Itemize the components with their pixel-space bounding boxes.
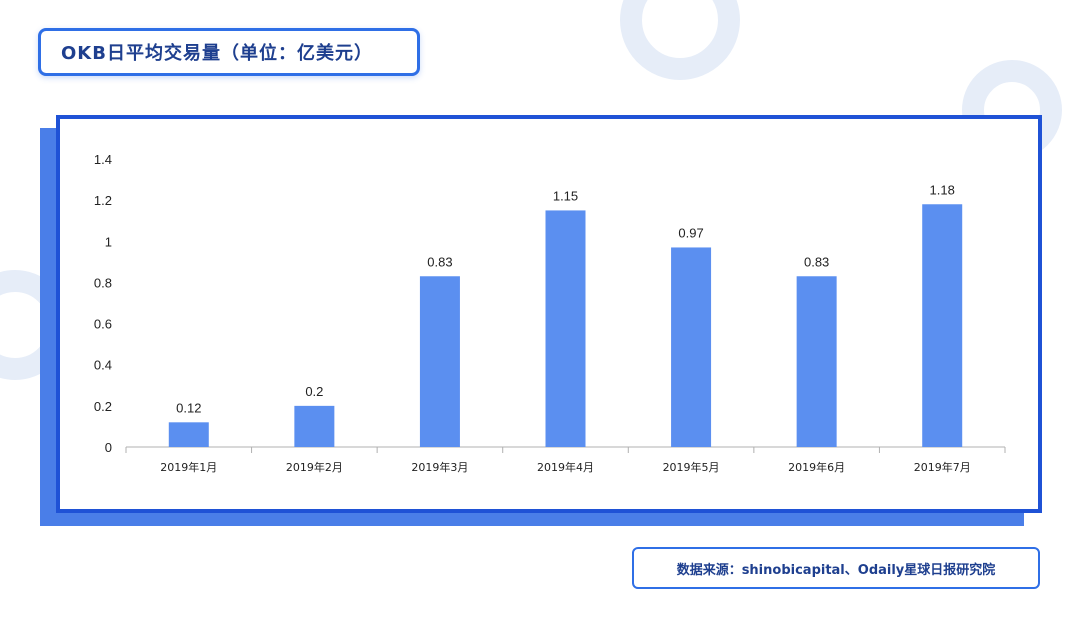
y-tick-label: 1.4 xyxy=(94,152,112,167)
x-tick-label: 2019年4月 xyxy=(537,460,594,474)
y-tick-label: 0.2 xyxy=(94,399,112,414)
bar xyxy=(796,276,837,447)
source-box: 数据来源：shinobicapital、Odaily星球日报研究院 xyxy=(632,547,1040,589)
data-label: 0.97 xyxy=(678,225,703,240)
x-tick-label: 2019年3月 xyxy=(411,460,468,474)
bar xyxy=(419,276,460,447)
x-tick-label: 2019年2月 xyxy=(286,460,343,474)
y-tick-label: 0.4 xyxy=(94,358,112,373)
bar xyxy=(168,422,209,447)
chart-title: OKB日平均交易量（单位：亿美元） xyxy=(61,43,373,64)
data-label: 0.2 xyxy=(305,384,323,399)
bar xyxy=(545,210,586,447)
x-tick-label: 2019年7月 xyxy=(914,460,971,474)
y-tick-label: 1.2 xyxy=(94,193,112,208)
data-label: 0.12 xyxy=(176,400,201,415)
chart-panel: 0 0.2 0.4 0.6 0.8 1 1.2 1.4 0.12 2019年1月 0.2 2019年2… xyxy=(56,115,1042,513)
x-tick-label: 2019年6月 xyxy=(788,460,845,474)
data-label: 0.83 xyxy=(804,254,829,269)
chart-title-box: OKB日平均交易量（单位：亿美元） xyxy=(38,28,420,76)
watermark-logo xyxy=(620,0,740,80)
y-tick-label: 0.6 xyxy=(94,317,112,332)
bar xyxy=(922,204,963,447)
bar xyxy=(294,405,335,447)
data-label: 1.18 xyxy=(930,182,955,197)
y-tick-label: 1 xyxy=(105,234,112,249)
x-tick-label: 2019年5月 xyxy=(663,460,720,474)
bar xyxy=(671,247,712,447)
x-tick-label: 2019年1月 xyxy=(160,460,217,474)
data-label: 0.83 xyxy=(427,254,452,269)
y-tick-label: 0.8 xyxy=(94,275,112,290)
bar-chart: 0 0.2 0.4 0.6 0.8 1 1.2 1.4 0.12 2019年1月 0.2 2019年2… xyxy=(94,152,1006,474)
y-tick-label: 0 xyxy=(105,440,112,455)
source-text: 数据来源：shinobicapital、Odaily星球日报研究院 xyxy=(676,562,996,578)
data-label: 1.15 xyxy=(553,188,578,203)
